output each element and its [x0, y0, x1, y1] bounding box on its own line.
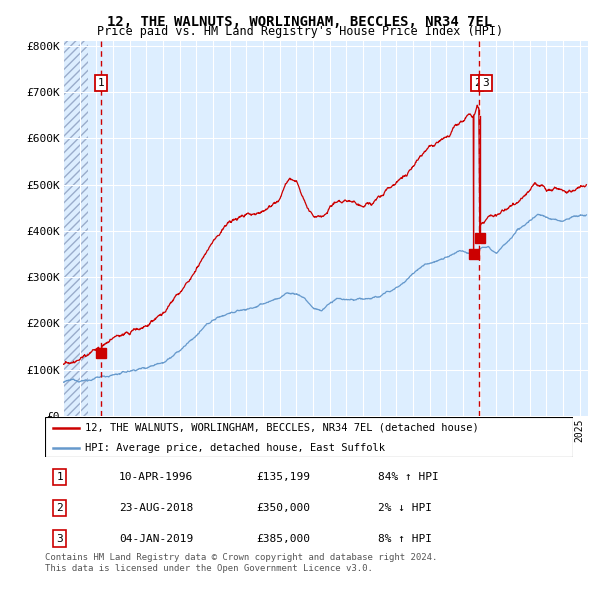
- Text: 2: 2: [474, 78, 481, 88]
- Text: £350,000: £350,000: [256, 503, 310, 513]
- Text: 2% ↓ HPI: 2% ↓ HPI: [377, 503, 431, 513]
- Text: HPI: Average price, detached house, East Suffolk: HPI: Average price, detached house, East…: [85, 442, 385, 453]
- Text: Contains HM Land Registry data © Crown copyright and database right 2024.
This d: Contains HM Land Registry data © Crown c…: [45, 553, 437, 573]
- Text: 3: 3: [482, 78, 489, 88]
- Text: £135,199: £135,199: [256, 472, 310, 482]
- FancyBboxPatch shape: [45, 417, 573, 457]
- Text: 04-JAN-2019: 04-JAN-2019: [119, 533, 193, 543]
- Text: 3: 3: [56, 533, 63, 543]
- Text: 84% ↑ HPI: 84% ↑ HPI: [377, 472, 439, 482]
- Text: 10-APR-1996: 10-APR-1996: [119, 472, 193, 482]
- Text: 23-AUG-2018: 23-AUG-2018: [119, 503, 193, 513]
- Bar: [63, 41, 88, 416]
- Text: £385,000: £385,000: [256, 533, 310, 543]
- Text: Price paid vs. HM Land Registry's House Price Index (HPI): Price paid vs. HM Land Registry's House …: [97, 25, 503, 38]
- Text: 1: 1: [97, 78, 104, 88]
- Text: 12, THE WALNUTS, WORLINGHAM, BECCLES, NR34 7EL: 12, THE WALNUTS, WORLINGHAM, BECCLES, NR…: [107, 15, 493, 29]
- Text: 12, THE WALNUTS, WORLINGHAM, BECCLES, NR34 7EL (detached house): 12, THE WALNUTS, WORLINGHAM, BECCLES, NR…: [85, 423, 478, 433]
- Text: 2: 2: [56, 503, 63, 513]
- Text: 1: 1: [56, 472, 63, 482]
- Text: 8% ↑ HPI: 8% ↑ HPI: [377, 533, 431, 543]
